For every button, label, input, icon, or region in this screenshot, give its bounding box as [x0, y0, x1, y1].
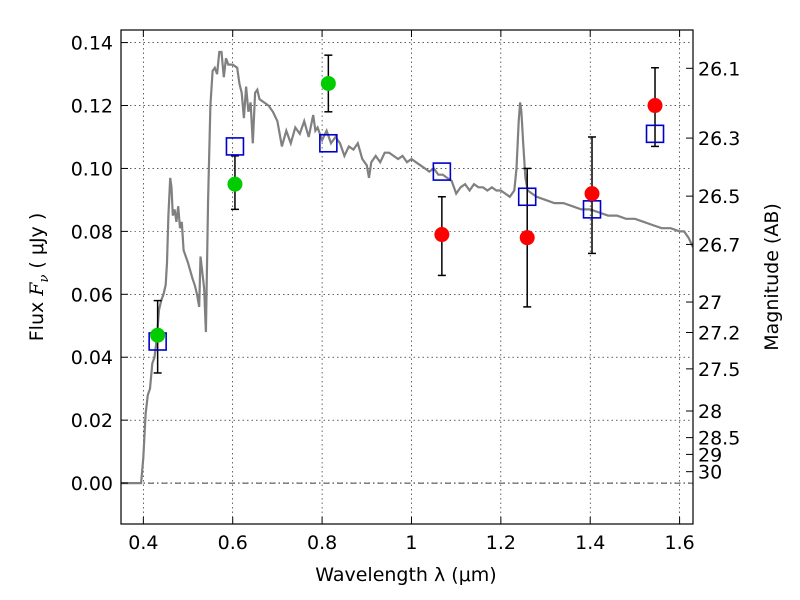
- magnitude-tick-label: 27.5: [698, 359, 740, 381]
- x-tick-label: 1.4: [575, 532, 605, 554]
- observed-nondetections-point: [434, 227, 450, 243]
- y-axis-title: Flux Fν ( μJy ): [26, 213, 52, 342]
- model-band-flux-square: [645, 124, 665, 144]
- observed-detections-point: [227, 176, 243, 192]
- magnitude-tick-label: 27: [698, 292, 722, 314]
- y-tick-label: 0.12: [71, 96, 113, 118]
- y-tick-label: 0.14: [71, 33, 113, 55]
- model-sed-line: [121, 50, 693, 485]
- x-tick-label: 1.2: [486, 532, 516, 554]
- plot-frame: [120, 29, 694, 525]
- y-axis-title-subscript: ν: [37, 275, 52, 283]
- y-axis-title-unit: ( μJy ): [26, 213, 48, 275]
- model-band-flux-square: [319, 133, 338, 153]
- y-axis-title-symbol: F: [26, 282, 48, 297]
- observed-nondetections-point: [647, 98, 663, 114]
- x-tick-label: 0.4: [128, 532, 158, 554]
- magnitude-tick-label: 27.2: [698, 322, 740, 344]
- tick-layer: 0.4 0.6 0.8 1 1.2 1.4 1.6 0.00 0.02 0.04 0.06 0.08 0…: [71, 30, 740, 554]
- magnitude-tick-label: 26.3: [698, 128, 740, 150]
- y-axis-title-prefix: Flux: [26, 296, 48, 342]
- model-band-flux-square: [432, 162, 452, 181]
- series-layer: [121, 50, 693, 485]
- x-tick-label: 1.6: [664, 532, 694, 554]
- x-tick-label: 0.8: [307, 532, 337, 554]
- observed-detections-point: [150, 327, 166, 343]
- model-band-flux-square: [517, 187, 537, 207]
- magnitude-tick-label: 26.7: [698, 234, 740, 256]
- magnitude-tick-label: 28: [698, 401, 722, 423]
- y-tick-label: 0.10: [71, 158, 113, 180]
- magnitude-tick-label: 26.5: [698, 186, 740, 208]
- marker-layer: [148, 75, 665, 351]
- model-band-flux-square: [225, 137, 245, 156]
- y-tick-label: 0.02: [71, 410, 113, 432]
- observed-detections-point: [320, 75, 336, 91]
- magnitude-axis-title: Magnitude (AB): [761, 203, 783, 351]
- magnitude-tick-label: 26.1: [698, 58, 740, 80]
- x-axis-title: Wavelength λ (μm): [315, 564, 496, 586]
- x-tick-label: 1: [405, 532, 417, 554]
- x-tick-label: 0.6: [218, 532, 248, 554]
- y-tick-label: 0.06: [71, 284, 113, 306]
- observed-nondetections-point: [584, 186, 600, 202]
- magnitude-tick-label: 29: [698, 444, 722, 466]
- magnitude-tick-label: 30: [698, 462, 722, 484]
- observed-nondetections-point: [519, 230, 535, 246]
- y-tick-label: 0.08: [71, 221, 113, 243]
- y-tick-label: 0.00: [71, 473, 113, 495]
- y-tick-label: 0.04: [71, 347, 113, 369]
- magnitude-tick-label: 28.5: [698, 428, 740, 450]
